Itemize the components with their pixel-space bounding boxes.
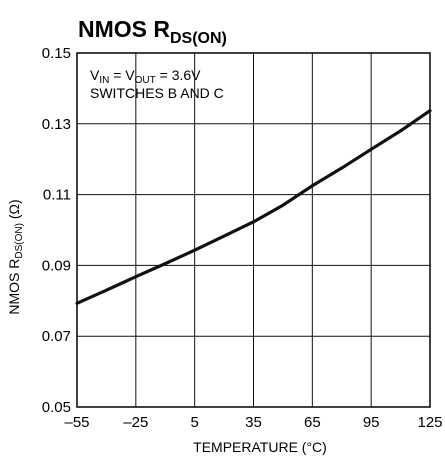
annotation-eq-value: = 3.6V bbox=[156, 67, 201, 83]
grid-lines bbox=[77, 53, 430, 407]
y-tick-labels: 0.05 0.07 0.09 0.11 0.13 0.15 bbox=[42, 45, 71, 416]
y-tick-label: 0.15 bbox=[42, 45, 71, 62]
x-tick-label: 5 bbox=[190, 414, 198, 431]
annotation-in-subscript: IN bbox=[99, 75, 109, 86]
x-tick-label: –25 bbox=[123, 414, 148, 431]
x-axis-title: TEMPERATURE (°C) bbox=[193, 439, 327, 455]
y-axis-title-unit: (Ω) bbox=[6, 199, 22, 223]
y-tick-label: 0.05 bbox=[42, 399, 71, 416]
y-axis-title-subscript: DS(ON) bbox=[14, 223, 25, 259]
x-tick-label: 65 bbox=[304, 414, 321, 431]
annotation-out-subscript: OUT bbox=[135, 75, 156, 86]
y-tick-label: 0.07 bbox=[42, 328, 71, 345]
chart-title-main: NMOS R bbox=[78, 16, 170, 42]
x-tick-label: –55 bbox=[64, 414, 89, 431]
annotation-v-in: V bbox=[90, 67, 100, 83]
chart-title-subscript: DS(ON) bbox=[170, 30, 227, 47]
x-tick-labels: –55 –25 5 35 65 95 125 bbox=[64, 414, 442, 431]
x-tick-label: 95 bbox=[363, 414, 380, 431]
y-tick-label: 0.09 bbox=[42, 257, 71, 274]
series-line bbox=[75, 109, 432, 305]
annotation-switches: SWITCHES B AND C bbox=[90, 85, 224, 101]
x-tick-label: 125 bbox=[417, 414, 442, 431]
y-axis-title-main: NMOS R bbox=[6, 259, 22, 315]
x-tick-label: 35 bbox=[245, 414, 262, 431]
y-tick-label: 0.13 bbox=[42, 116, 71, 133]
annotation-voltage: VIN = VOUT = 3.6V bbox=[90, 67, 201, 86]
y-axis-title: NMOS RDS(ON) (Ω) bbox=[6, 199, 25, 314]
chart-title: NMOS RDS(ON) bbox=[78, 16, 227, 47]
y-tick-label: 0.11 bbox=[43, 187, 71, 204]
annotation-eq-v: = V bbox=[109, 67, 135, 83]
